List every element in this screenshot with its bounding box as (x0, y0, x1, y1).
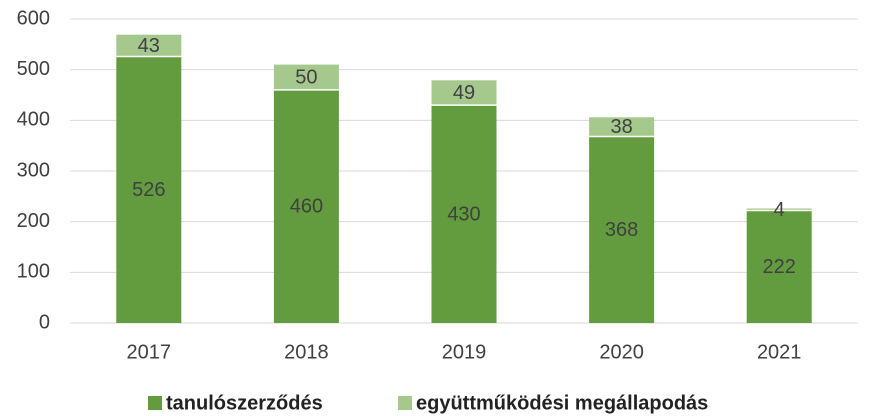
y-tick-label: 0 (39, 311, 50, 333)
y-tick-label: 500 (17, 58, 50, 80)
bar-segment (431, 105, 497, 323)
legend-label: tanulószerződés (166, 392, 323, 414)
y-tick-label: 300 (17, 159, 50, 181)
x-tick-label: 2019 (442, 341, 487, 363)
x-tick-label: 2017 (127, 341, 172, 363)
x-tick-label: 2021 (757, 341, 802, 363)
data-label: 526 (132, 179, 165, 201)
data-label: 460 (290, 196, 323, 218)
bar-segment (746, 208, 812, 211)
x-tick-label: 2020 (599, 341, 644, 363)
data-label: 49 (453, 82, 475, 104)
bar-segment (589, 117, 655, 137)
data-label: 50 (295, 67, 317, 89)
bar-segment (273, 64, 339, 90)
data-label: 430 (447, 203, 480, 225)
y-tick-label: 400 (17, 109, 50, 131)
y-tick-label: 200 (17, 210, 50, 232)
bar-segment (431, 80, 497, 106)
data-label: 368 (605, 219, 638, 241)
legend-swatch (398, 396, 412, 410)
bar-segment (746, 210, 812, 323)
bar-segment (116, 56, 182, 323)
bar-segment (116, 34, 182, 57)
legend-swatch (148, 396, 162, 410)
data-label: 222 (763, 256, 796, 278)
x-tick-label: 2018 (284, 341, 329, 363)
bar-segment (273, 89, 339, 323)
y-tick-label: 100 (17, 261, 50, 283)
y-tick-label: 600 (17, 7, 50, 29)
data-label: 43 (138, 35, 160, 57)
bar-segment (589, 136, 655, 323)
data-label: 38 (610, 116, 632, 138)
legend-label: együttműködési megállapodás (416, 392, 708, 414)
data-label: 4 (774, 199, 785, 221)
